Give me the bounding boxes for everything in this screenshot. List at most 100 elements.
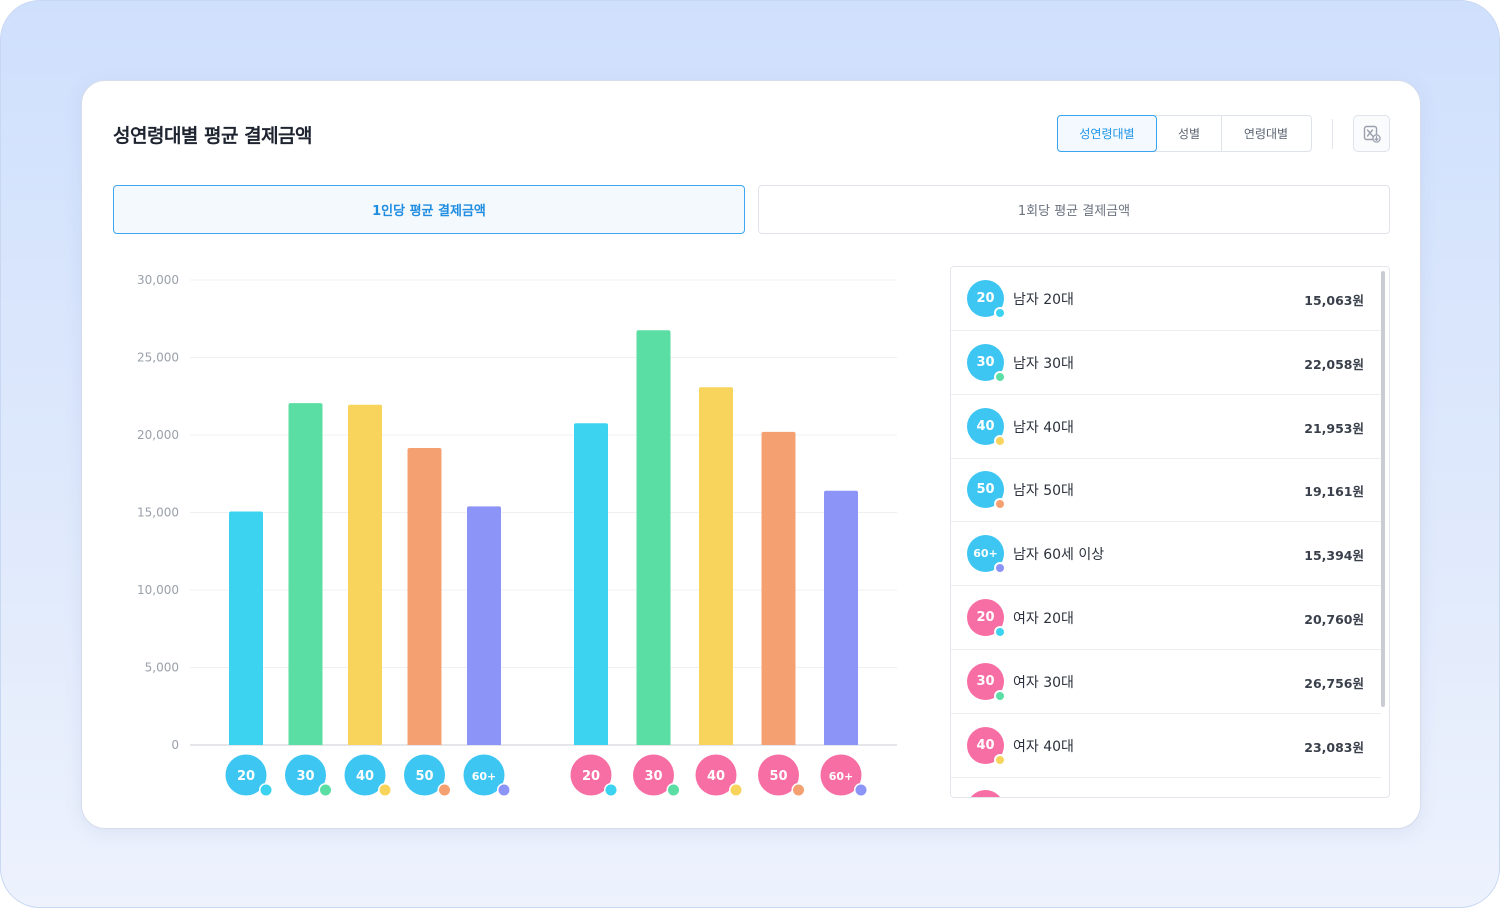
list-item-label: 여자 30대 (1013, 674, 1074, 691)
bar-chart: 30,000 25,000 20,000 15,000 10,000 5,000 0 20 30… (137, 273, 897, 797)
age-badge: 20 (967, 280, 1006, 319)
x-badge-female-60+ (820, 754, 862, 796)
y-tick-label: 5,000 (145, 661, 179, 675)
list-item[interactable]: 20 여자 20대 20,760원 (951, 586, 1381, 650)
y-tick-label: 0 (171, 738, 179, 752)
x-badge-male-60+ (463, 754, 505, 796)
list-item[interactable]: 40 여자 40대 23,083원 (951, 714, 1381, 778)
y-tick-label: 25,000 (137, 351, 179, 365)
tab-per-person[interactable]: 1인당 평균 결제금액 (113, 185, 745, 234)
segment-list: 20 남자 20대 15,063원 30 남자 30대 22,058원 40 남자 40대 21… (950, 266, 1390, 798)
tab-per-transaction[interactable]: 1회당 평균 결제금액 (758, 185, 1390, 234)
list-item[interactable]: 20 남자 20대 15,063원 (951, 267, 1381, 331)
segment-gender-age[interactable]: 성연령대별 (1057, 115, 1157, 152)
list-item-label: 여자 20대 (1013, 611, 1074, 627)
age-color-dot (994, 626, 1006, 638)
age-badge: 20 (967, 599, 1006, 638)
age-badge-label: 20 (976, 610, 995, 625)
list-scrollbar[interactable] (1381, 271, 1385, 707)
list-item-value: 22,058원 (1304, 356, 1364, 372)
bar-female-30 (636, 330, 671, 745)
list-item-label: 여자 40대 (1013, 738, 1074, 755)
badge-dot (260, 784, 272, 796)
segment-gender[interactable]: 성별 (1157, 116, 1222, 151)
list-item[interactable]: 40 남자 40대 21,953원 (951, 395, 1381, 459)
y-tick-label: 10,000 (137, 583, 179, 597)
list-item[interactable]: 30 남자 30대 22,058원 (951, 331, 1381, 395)
x-tick-label: 40 (707, 769, 725, 784)
stats-card: 성연령대별 평균 결제금액 성연령대별 성별 연령대별 1인당 평균 결제금액 … (81, 80, 1421, 829)
list-item-value: 19,161원 (1304, 484, 1364, 500)
x-tick-label: 30 (296, 769, 314, 784)
age-badge: 60+ (967, 535, 1006, 575)
list-item-label: 남자 50대 (1013, 483, 1074, 500)
badge-dot (605, 784, 617, 796)
age-color-dot (994, 370, 1006, 383)
age-badge: 30 (967, 343, 1006, 383)
x-tick-label: 40 (356, 769, 374, 784)
badge-dot (855, 784, 867, 796)
badge-dot (668, 784, 679, 796)
bar-male-60+ (467, 506, 501, 745)
bar-male-40 (348, 404, 382, 745)
list-item[interactable]: 60+ 남자 60세 이상 15,394원 (951, 522, 1381, 587)
age-badge-label: 50 (976, 482, 995, 498)
list-item-value: 20,760원 (1304, 612, 1364, 627)
bar-male-20 (229, 511, 263, 745)
age-badge-label: 30 (976, 673, 995, 689)
x-badge-male-40 (344, 754, 386, 796)
badge-dot (439, 784, 450, 796)
list-item[interactable] (951, 777, 1381, 797)
y-tick-label: 15,000 (137, 506, 179, 520)
age-badge (967, 790, 1004, 797)
segment-age[interactable]: 연령대별 (1243, 127, 1289, 141)
list-item-value: 26,756원 (1304, 675, 1364, 691)
age-badge: 40 (967, 726, 1006, 766)
x-badge-male-50 (404, 754, 445, 796)
age-badge: 40 (967, 407, 1006, 447)
excel-download-button[interactable] (1353, 115, 1390, 152)
age-color-dot (994, 434, 1006, 447)
x-badge-female-20 (570, 754, 612, 796)
age-color-dot (994, 307, 1006, 319)
age-badge: 30 (967, 662, 1006, 702)
bar-male-50 (407, 448, 442, 745)
list-item-value: 15,063원 (1304, 293, 1364, 308)
view-segment-control: 성연령대별 성별 연령대별 (1057, 115, 1312, 152)
bar-female-20 (574, 423, 608, 745)
list-item[interactable]: 30 여자 30대 26,756원 (951, 650, 1381, 714)
age-color-dot (994, 498, 1006, 511)
x-tick-label: 50 (769, 769, 787, 784)
x-badge-male-30 (285, 754, 326, 796)
bar-male-30 (288, 403, 323, 745)
x-badge-female-30 (633, 754, 674, 796)
x-tick-label: 30 (644, 769, 662, 784)
x-tick-label: 50 (415, 769, 433, 784)
card-title: 성연령대별 평균 결제금액 (113, 125, 313, 147)
list-item-value: 23,083원 (1304, 739, 1364, 755)
x-tick-label: 60+ (472, 770, 497, 783)
bar-female-40 (699, 387, 733, 745)
x-badge-female-40 (695, 754, 737, 796)
list-item[interactable]: 50 남자 50대 19,161원 (951, 458, 1381, 523)
age-badge-label: 40 (976, 737, 995, 753)
badge-dot (730, 784, 742, 796)
age-badge-label: 60+ (973, 547, 998, 561)
age-color-dot (994, 562, 1006, 575)
badge-dot (793, 784, 804, 796)
toolbar-divider (1332, 119, 1333, 149)
age-color-dot (994, 753, 1006, 766)
list-item-value: 15,394원 (1304, 548, 1364, 564)
list-item-label: 남자 30대 (1013, 355, 1074, 372)
x-tick-label: 20 (237, 769, 255, 784)
list-item-label: 남자 60세 이상 (1013, 547, 1105, 564)
age-badge-label: 30 (976, 354, 995, 370)
badge-dot (320, 784, 331, 796)
bar-female-50 (761, 431, 796, 745)
bar-female-60+ (824, 490, 858, 745)
y-tick-label: 30,000 (137, 273, 179, 287)
age-color-dot (994, 689, 1006, 702)
x-badge-female-50 (758, 754, 799, 796)
list-item-label: 남자 40대 (1013, 419, 1074, 436)
age-badge: 50 (967, 471, 1006, 511)
